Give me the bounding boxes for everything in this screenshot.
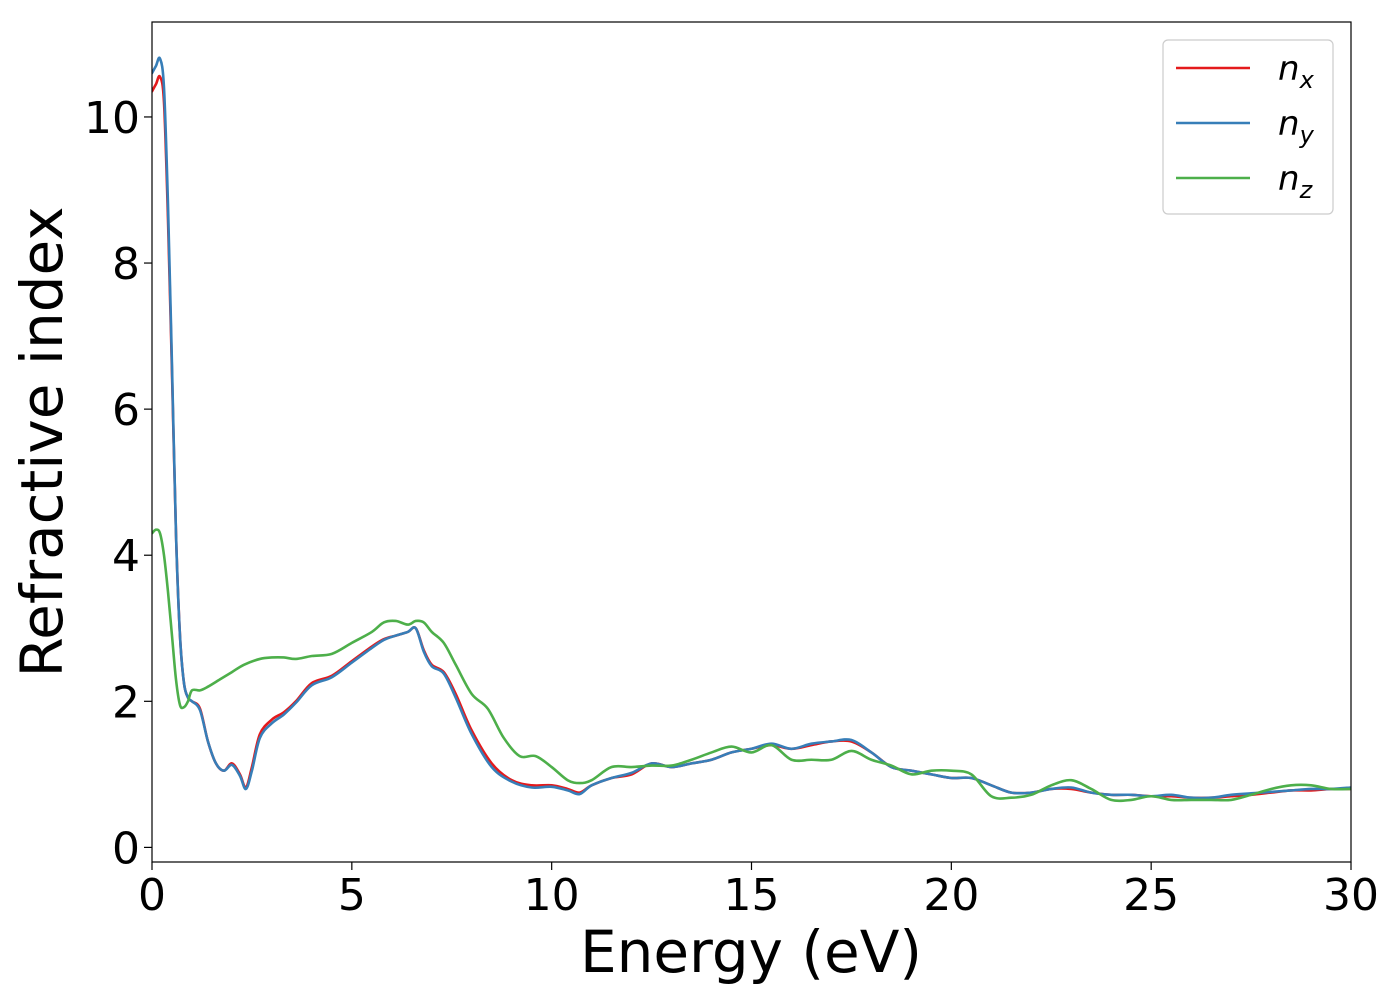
series-line-z	[152, 528, 1351, 803]
x-tick-label: 5	[338, 870, 366, 921]
x-tick-label: 20	[923, 870, 979, 921]
series-line-y	[152, 56, 1351, 800]
legend: nx ny nz	[1162, 39, 1334, 215]
x-tick-label: 25	[1123, 870, 1179, 921]
x-tick-label: 10	[524, 870, 580, 921]
x-tick-label: 15	[724, 870, 780, 921]
y-axis-ticks: 0 2 4 6 8 10	[84, 93, 152, 874]
legend-label-y: ny	[1278, 104, 1315, 149]
x-tick-label: 0	[138, 870, 166, 921]
legend-box	[1162, 39, 1334, 215]
y-tick-label: 2	[112, 677, 140, 728]
y-tick-label: 8	[112, 239, 140, 290]
x-tick-label: 30	[1323, 870, 1379, 921]
legend-label-x: nx	[1278, 49, 1315, 94]
x-axis-ticks: 0 5 10 15 20 25 30	[138, 862, 1379, 921]
series-layer	[152, 56, 1351, 803]
legend-label-z: nz	[1278, 159, 1314, 204]
y-tick-label: 6	[112, 385, 140, 436]
y-tick-label: 0	[112, 823, 140, 874]
x-axis-label: Energy (eV)	[580, 918, 922, 986]
y-tick-label: 10	[84, 93, 140, 144]
y-axis-label: Refractive index	[8, 206, 76, 677]
y-tick-label: 4	[112, 531, 140, 582]
